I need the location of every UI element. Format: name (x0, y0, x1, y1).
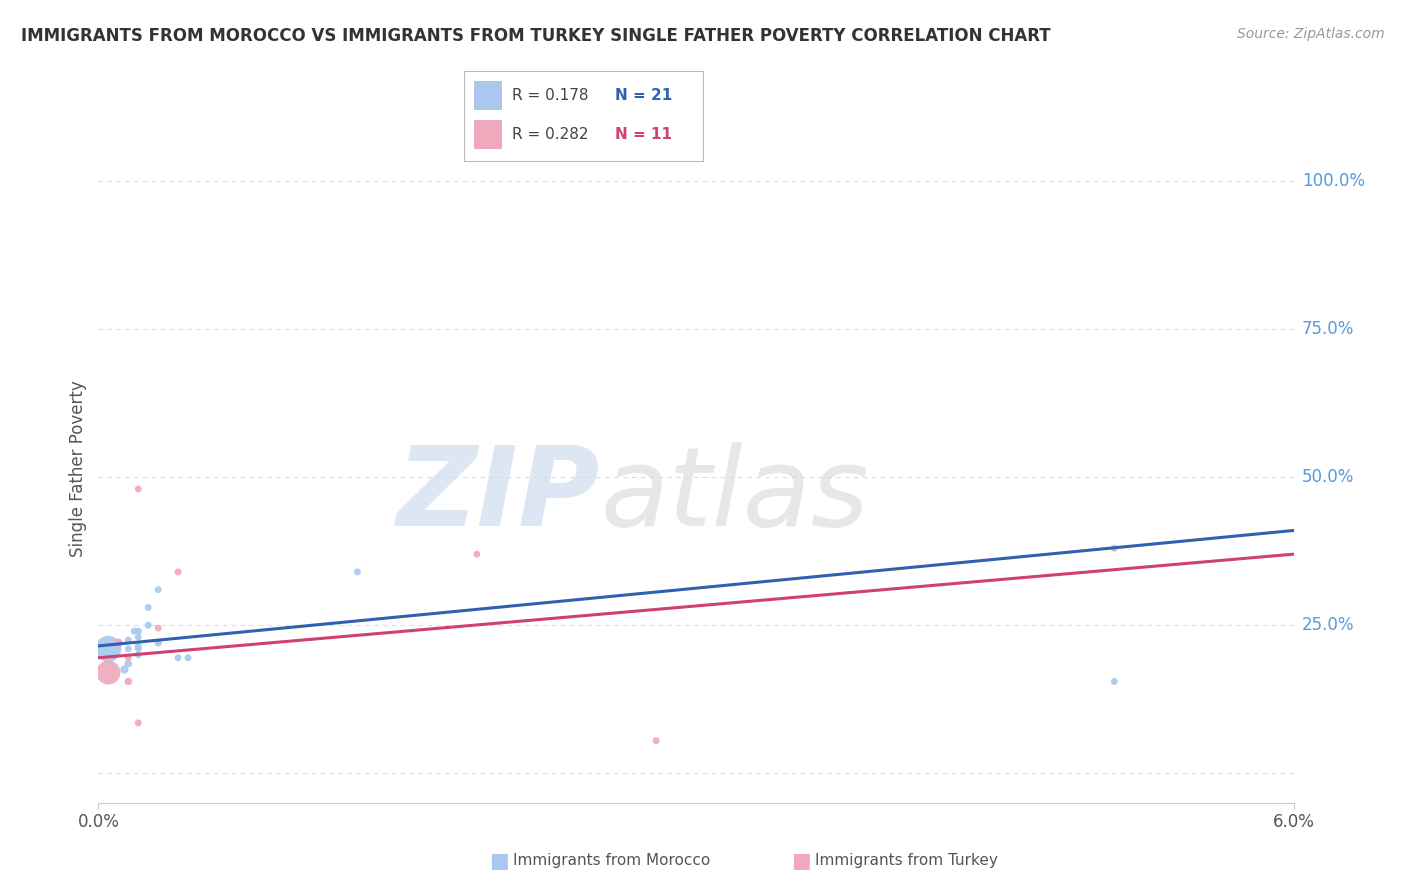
Point (107, 636, 129, 650)
Text: N = 21: N = 21 (614, 88, 672, 103)
Text: 75.0%: 75.0% (1302, 320, 1354, 338)
Point (112, 663, 135, 677)
Point (148, 636, 170, 650)
FancyBboxPatch shape (474, 120, 502, 149)
Text: 25.0%: 25.0% (1302, 616, 1354, 634)
Point (127, 630, 149, 644)
Point (117, 632, 139, 647)
Point (127, 639, 149, 653)
Point (136, 600, 159, 615)
Point (127, 648, 149, 662)
Point (167, 650, 190, 665)
Y-axis label: Single Father Poverty: Single Father Poverty (69, 380, 87, 557)
Point (148, 582, 170, 597)
Point (107, 636, 129, 650)
Text: IMMIGRANTS FROM MOROCCO VS IMMIGRANTS FROM TURKEY SINGLE FATHER POVERTY CORRELAT: IMMIGRANTS FROM MOROCCO VS IMMIGRANTS FR… (21, 27, 1050, 45)
FancyBboxPatch shape (474, 81, 502, 110)
Point (465, 547, 488, 561)
Text: Immigrants from Morocco: Immigrants from Morocco (513, 854, 710, 868)
Text: Source: ZipAtlas.com: Source: ZipAtlas.com (1237, 27, 1385, 41)
Point (117, 657, 139, 671)
Text: N = 11: N = 11 (614, 128, 672, 142)
Point (127, 715, 149, 730)
Text: R = 0.178: R = 0.178 (512, 88, 588, 103)
Point (117, 650, 139, 665)
Text: Immigrants from Turkey: Immigrants from Turkey (815, 854, 998, 868)
Point (148, 621, 170, 635)
Point (117, 674, 139, 689)
Point (136, 618, 159, 632)
Point (346, 565, 368, 579)
Point (1102, 541, 1125, 556)
Point (1102, 674, 1125, 689)
Point (117, 641, 139, 656)
Point (127, 482, 149, 496)
Text: R = 0.282: R = 0.282 (512, 128, 588, 142)
Text: 100.0%: 100.0% (1302, 172, 1365, 190)
Point (645, 733, 668, 747)
Point (124, 624, 146, 639)
Text: 50.0%: 50.0% (1302, 468, 1354, 486)
Text: ■: ■ (489, 851, 509, 871)
Point (127, 624, 149, 639)
Point (148, 636, 170, 650)
Point (177, 650, 200, 665)
Point (167, 565, 190, 579)
Point (127, 641, 149, 656)
Text: ZIP: ZIP (396, 442, 600, 549)
Point (97, 641, 120, 656)
Text: atlas: atlas (600, 442, 869, 549)
Point (97, 665, 120, 680)
Text: ■: ■ (792, 851, 811, 871)
